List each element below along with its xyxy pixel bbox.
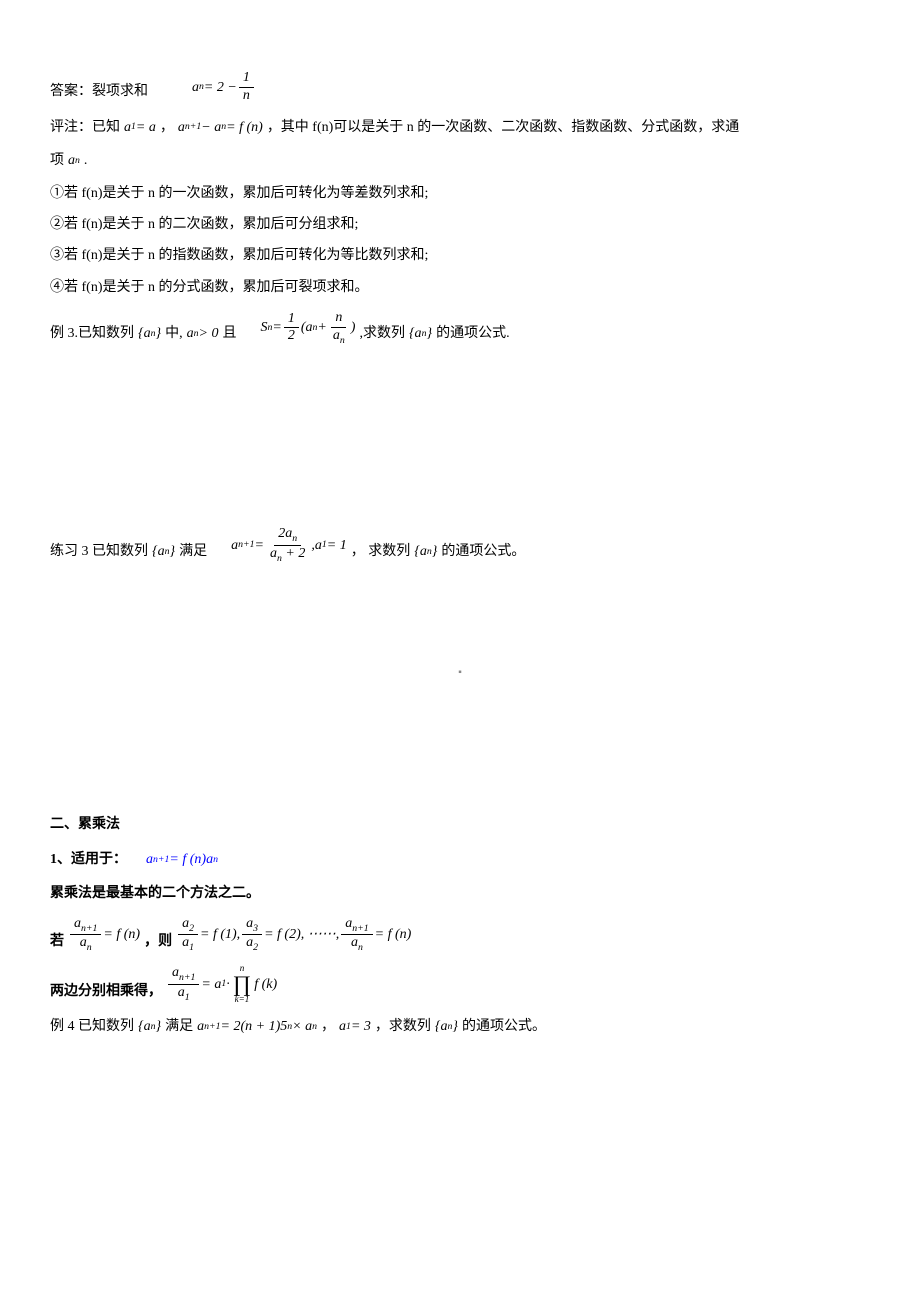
comment-f1: a1 = a	[124, 115, 156, 140]
practice-3: 练习 3 已知数列 {an} 满足 an+1 = 2an an + 2 , a1…	[50, 526, 870, 564]
bullet-2: ②若 f(n)是关于 n 的二次函数，累加后可分组求和;	[50, 212, 870, 237]
comment-prefix: 评注：已知	[50, 115, 120, 140]
comment-line: 评注：已知 a1 = a ， an+1 − an = f (n) ，其中 f(n…	[50, 115, 870, 140]
product-symbol: n ∏ k=1	[233, 964, 251, 1005]
practice3-formula: an+1 = 2an an + 2 , a1 = 1	[231, 526, 347, 564]
comment-f2: an+1 − an = f (n)	[178, 115, 263, 140]
mult-line: 两边分别相乘得， an+1 a1 = a1 · n ∏ k=1 f (k)	[50, 964, 870, 1005]
spacer-bottom	[50, 1048, 870, 1248]
center-marker: ▪	[50, 664, 870, 682]
if-line: 若 an+1 an = f (n) ，则 a2 a1 = f (1), a3 a…	[50, 916, 870, 954]
bullet-3: ③若 f(n)是关于 n 的指数函数，累加后可转化为等比数列求和;	[50, 243, 870, 268]
example3-sn-formula: Sn = 12 (an + nan )	[260, 310, 355, 346]
section2-formula-blue: an+1 = f (n)an	[146, 847, 218, 872]
example4-formula: an+1 = 2(n + 1)5n × an	[197, 1014, 317, 1039]
mult-formula: an+1 a1 = a1 · n ∏ k=1 f (k)	[166, 964, 277, 1005]
section2-line2: 累乘法是最基本的二个方法之二。	[50, 881, 870, 906]
comment-suffix: ，其中 f(n)可以是关于 n 的一次函数、二次函数、指数函数、分式函数，求通	[267, 115, 740, 140]
example-3: 例 3.已知数列 {an} 中, an > 0 且 Sn = 12 (an + …	[50, 310, 870, 346]
spacer-2a	[50, 574, 870, 654]
section2-line1: 1、适用于： an+1 = f (n)an	[50, 847, 870, 872]
example-4: 例 4 已知数列 {an} 满足 an+1 = 2(n + 1)5n × an …	[50, 1014, 870, 1039]
bullet-4: ④若 f(n)是关于 n 的分式函数，累加后可裂项求和。	[50, 275, 870, 300]
section-2-title: 二、累乘法	[50, 812, 870, 837]
answer-line: 答案：裂项求和 an = 2 − 1 n	[50, 70, 870, 105]
comment-line2: 项 an .	[50, 148, 870, 173]
answer-prefix: 答案：裂项求和	[50, 79, 148, 104]
answer-formula: an = 2 − 1 n	[192, 70, 256, 105]
spacer-2b	[50, 692, 870, 792]
bullet-1: ①若 f(n)是关于 n 的一次函数，累加后可转化为等差数列求和;	[50, 181, 870, 206]
spacer-1	[50, 356, 870, 516]
